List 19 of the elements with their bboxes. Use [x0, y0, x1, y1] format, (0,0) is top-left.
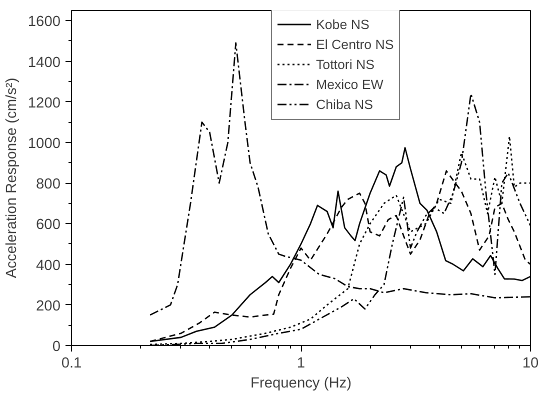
legend-label: El Centro NS: [316, 36, 394, 52]
y-tick-label: 0: [52, 339, 61, 355]
legend-label: Tottori NS: [316, 56, 375, 72]
x-tick-label: 0.1: [61, 356, 82, 372]
legend-label: Mexico EW: [316, 76, 384, 92]
x-axis-title: Frequency (Hz): [250, 376, 352, 392]
legend-label: Kobe NS: [316, 16, 370, 32]
y-tick-label: 1000: [28, 136, 61, 152]
y-axis-title: Acceleration Response (cm/s²): [4, 78, 20, 278]
x-tick-label: 10: [522, 356, 539, 372]
y-tick-label: 1400: [28, 54, 61, 71]
x-tick-label: 1: [296, 356, 306, 372]
y-tick-label: 800: [36, 176, 61, 193]
y-tick-label: 600: [36, 217, 61, 234]
y-tick-label: 1200: [28, 95, 61, 112]
y-tick-label: 1600: [28, 14, 61, 30]
y-tick-label: 400: [36, 258, 61, 274]
y-tick-label: 200: [36, 298, 61, 314]
legend-label: Chiba NS: [316, 96, 374, 112]
